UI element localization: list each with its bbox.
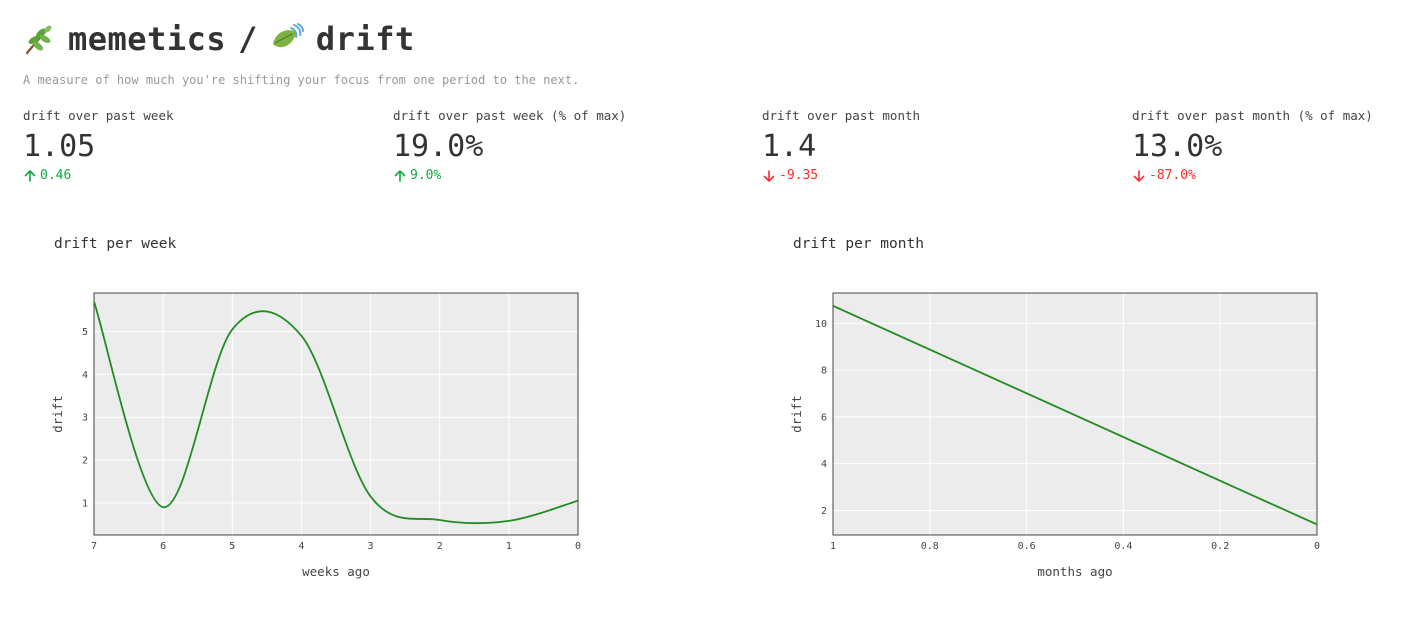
arrow-up-icon (24, 169, 36, 182)
metric-delta: -9.35 (762, 168, 1122, 183)
metric-delta: 9.0% (393, 168, 753, 183)
y-tick-label: 2 (821, 506, 827, 517)
plot-border (93, 292, 579, 536)
x-tick-label: 5 (229, 541, 235, 552)
x-tick-label: 7 (91, 541, 97, 552)
chart-title: drift per week (54, 236, 176, 252)
metric-delta-value: -9.35 (779, 168, 819, 183)
metric-value: 1.4 (762, 129, 817, 164)
x-tick-label: 0.8 (921, 541, 939, 552)
plot-border (832, 292, 1318, 536)
x-tick-label: 0 (1314, 541, 1320, 552)
metric-month: drift over past month 1.4 -9.35 (762, 108, 1122, 183)
page-subtitle: A measure of how much you're shifting yo… (23, 73, 580, 87)
metric-delta-value: 0.46 (40, 168, 72, 183)
x-tick-label: 0.6 (1018, 541, 1036, 552)
x-tick-label: 0 (575, 541, 581, 552)
y-tick-label: 2 (82, 456, 88, 467)
x-axis-label: months ago (1037, 564, 1112, 579)
x-tick-label: 3 (368, 541, 374, 552)
metric-label: drift over past month (762, 108, 921, 123)
y-tick-label: 10 (815, 319, 827, 330)
metric-value: 19.0% (393, 129, 484, 164)
series-line (832, 305, 1318, 526)
arrow-up-icon (394, 169, 406, 182)
y-tick-label: 6 (821, 412, 827, 423)
y-tick-label: 4 (82, 370, 88, 381)
metric-delta-value: -87.0% (1149, 168, 1196, 183)
chart-drift-per-month: drift per month 1 0.8 0.6 0.4 0.2 0 2 4 6 8 10 month… (789, 236, 1320, 579)
x-tick-label: 4 (298, 541, 304, 552)
x-axis-label: weeks ago (302, 564, 370, 579)
x-tick-label: 0.4 (1114, 541, 1132, 552)
x-tick-label: 6 (160, 541, 166, 552)
metric-value: 13.0% (1132, 129, 1223, 164)
metric-delta-value: 9.0% (410, 168, 442, 183)
series-line (93, 301, 579, 525)
title-drift: drift (315, 20, 415, 58)
y-tick-label: 1 (82, 498, 88, 509)
plot-area (833, 293, 1317, 535)
metric-label: drift over past week (% of max) (393, 108, 627, 123)
x-tick-label: 1 (830, 541, 836, 552)
y-tick-label: 3 (82, 413, 88, 424)
x-tick-label: 0.2 (1211, 541, 1229, 552)
arrow-down-icon (763, 169, 775, 182)
metric-delta: -87.0% (1132, 168, 1402, 183)
y-axis-label: drift (789, 395, 804, 433)
title-separator: / (238, 20, 258, 58)
leaf-fluttering-icon (272, 23, 304, 48)
metric-label: drift over past week (23, 108, 174, 123)
page-title: memetics / drift (22, 20, 415, 58)
arrow-down-icon (1133, 169, 1145, 182)
metric-month-pct: drift over past month (% of max) 13.0% -… (1132, 108, 1402, 183)
y-axis-label: drift (50, 395, 65, 433)
metric-week-pct: drift over past week (% of max) 19.0% 9.… (393, 108, 753, 183)
chart-drift-per-week: drift per week 7 6 5 4 3 2 1 0 1 2 3 4 5 weeks ago drif… (50, 236, 581, 579)
y-tick-label: 4 (821, 459, 827, 470)
metric-week: drift over past week 1.05 0.46 (23, 108, 383, 183)
chart-title: drift per month (793, 236, 924, 252)
herb-icon (25, 25, 52, 55)
x-tick-label: 2 (437, 541, 443, 552)
metric-label: drift over past month (% of max) (1132, 108, 1373, 123)
metric-delta: 0.46 (23, 168, 383, 183)
metric-value: 1.05 (23, 129, 96, 164)
x-tick-label: 1 (506, 541, 512, 552)
y-tick-label: 5 (82, 327, 88, 338)
title-memetics: memetics (68, 20, 227, 58)
y-tick-label: 8 (821, 366, 827, 377)
